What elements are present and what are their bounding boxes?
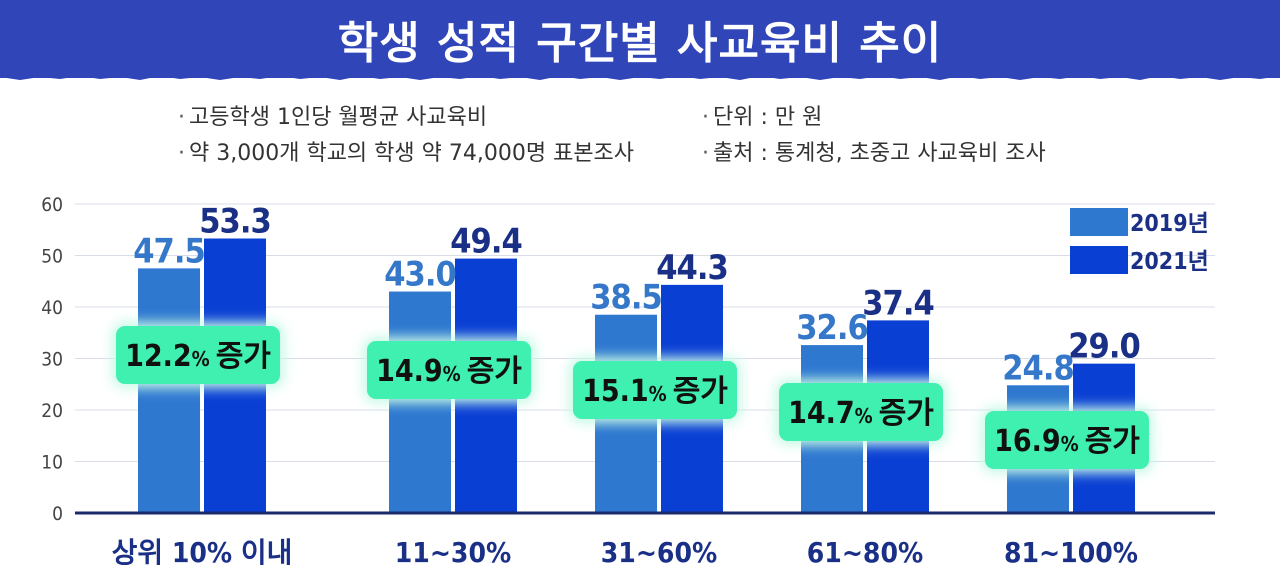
increase-badge: 15.1% 증가 — [569, 357, 741, 423]
axes: 0 10 20 30 40 50 60 상위 10% 이내 11~30% 31~60% 61~80%… — [41, 194, 1215, 569]
y-tick-label: 0 — [52, 503, 63, 525]
bar-value-label: 47.5 — [133, 231, 204, 271]
badge-percent: 16.9 — [994, 424, 1061, 459]
legend-label: 2021년 — [1130, 249, 1209, 275]
bar-value-label: 29.0 — [1068, 327, 1139, 367]
note-item: · 출처 : 통계청, 초중고 사교육비 조사 — [702, 141, 1046, 166]
badge-unit: % — [855, 404, 873, 428]
x-category-label: 81~100% — [1004, 536, 1138, 569]
badge-percent: 12.2 — [125, 339, 192, 374]
y-tick-label: 20 — [41, 400, 63, 422]
badge-background — [116, 326, 280, 384]
badge-unit: % — [443, 362, 461, 386]
y-tick-label: 40 — [41, 297, 63, 319]
notes-right: · 단위 : 만 원 · 출처 : 통계청, 초중고 사교육비 조사 — [702, 100, 1046, 172]
x-category-label: 31~60% — [601, 536, 717, 569]
legend-swatch-1 — [1070, 208, 1128, 236]
badge-percent: 14.9 — [376, 354, 443, 389]
badge-text: 12.2% 증가 — [125, 339, 271, 374]
page-title: 학생 성적 구간별 사교육비 추이 — [337, 18, 943, 69]
badge-text: 14.9% 증가 — [376, 354, 522, 389]
badge-text: 15.1% 증가 — [582, 374, 728, 409]
x-category-label: 61~80% — [807, 536, 923, 569]
legend: 2019년 2021년 — [1070, 208, 1209, 275]
increase-badge: 12.2% 증가 — [112, 322, 284, 388]
badge-percent: 14.7 — [788, 396, 855, 431]
badge-label: 증가 — [673, 374, 729, 409]
bar-value-label: 53.3 — [199, 202, 270, 242]
y-tick-label: 30 — [41, 349, 63, 371]
bar-value-label: 43.0 — [384, 255, 455, 295]
bar-2019-1 — [138, 268, 200, 513]
bar-value-label: 24.8 — [1002, 348, 1073, 388]
y-tick-label: 50 — [41, 246, 63, 268]
x-category-label: 11~30% — [395, 536, 511, 569]
increase-badge: 16.9% 증가 — [981, 407, 1153, 473]
notes-left: · 고등학생 1인당 월평균 사교육비 · 약 3,000개 학교의 학생 약 74… — [178, 100, 634, 172]
note-item: · 단위 : 만 원 — [702, 105, 823, 130]
title-banner: 학생 성적 구간별 사교육비 추이 — [0, 0, 1280, 78]
badge-label: 증가 — [1085, 424, 1141, 459]
y-tick-label: 10 — [41, 452, 63, 474]
bar-value-label: 38.5 — [590, 278, 661, 318]
bar-value-label: 44.3 — [656, 248, 727, 288]
increase-badge: 14.7% 증가 — [775, 379, 947, 445]
legend-label: 2019년 — [1130, 211, 1209, 237]
banner-rough-edge — [0, 74, 1280, 80]
badge-label: 증가 — [216, 339, 272, 374]
bar-value-label: 37.4 — [862, 283, 933, 323]
bar-value-label: 49.4 — [450, 222, 521, 262]
badge-label: 증가 — [467, 354, 523, 389]
badge-background — [367, 341, 531, 399]
badge-unit: % — [1061, 432, 1079, 456]
legend-swatch-2 — [1070, 246, 1128, 274]
badge-background — [779, 383, 943, 441]
badge-background — [573, 361, 737, 419]
badge-percent: 15.1 — [582, 374, 649, 409]
x-category-label: 상위 10% 이내 — [112, 536, 293, 569]
badge-text: 16.9% 증가 — [994, 424, 1140, 459]
y-tick-label: 60 — [41, 194, 63, 216]
increase-badge: 14.9% 증가 — [363, 337, 535, 403]
badge-unit: % — [192, 347, 210, 371]
badge-text: 14.7% 증가 — [788, 396, 934, 431]
badge-label: 증가 — [879, 396, 935, 431]
badge-unit: % — [649, 382, 667, 406]
value-labels: 47.553.3 43.049.4 38.544.3 32.637.4 24.829.0 — [133, 202, 1140, 389]
note-item: · 약 3,000개 학교의 학생 약 74,000명 표본조사 — [178, 141, 635, 166]
note-item: · 고등학생 1인당 월평균 사교육비 — [178, 105, 488, 130]
badge-background — [985, 411, 1149, 469]
bar-value-label: 32.6 — [796, 308, 867, 348]
